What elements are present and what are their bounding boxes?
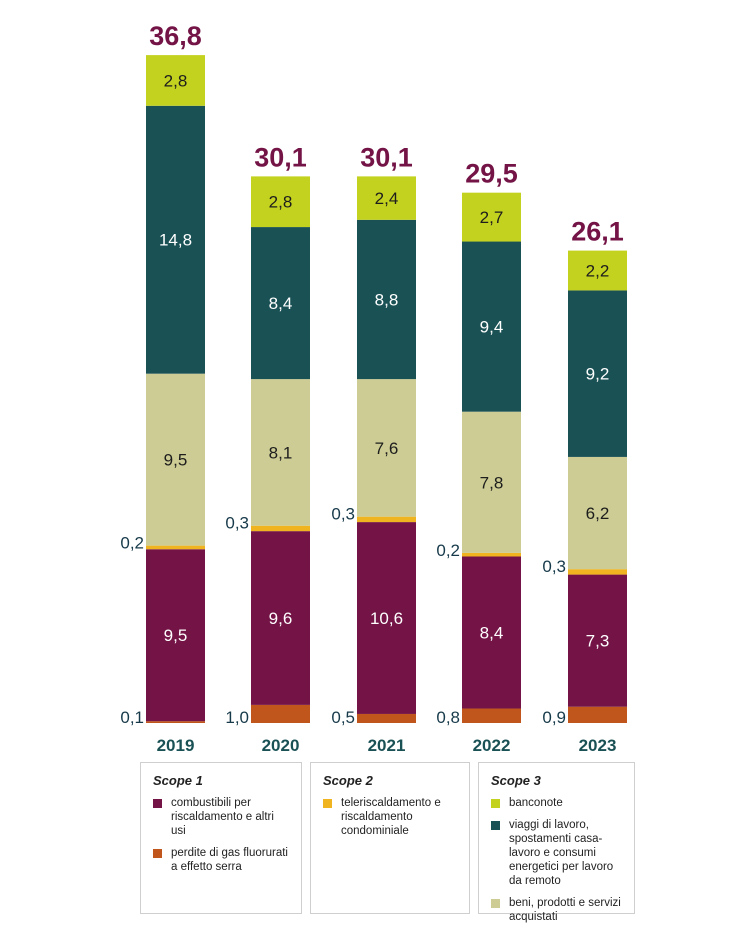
segment-label: 0,2 — [120, 534, 144, 553]
bar-segment — [568, 290, 627, 457]
bar-segment — [146, 373, 205, 546]
legend-item: perdite di gas fluorurati a effetto serr… — [153, 846, 291, 874]
bar-segment — [251, 525, 310, 532]
bar-segment — [462, 552, 521, 557]
legend-label: beni, prodotti e servizi acquistati — [509, 897, 621, 923]
bar-segment — [357, 516, 416, 523]
bar-total-label: 30,1 — [360, 142, 413, 172]
segment-label: 0,3 — [331, 505, 355, 524]
bar-segment — [462, 192, 521, 242]
bar-segment — [462, 241, 521, 412]
segment-label: 2,8 — [164, 71, 188, 90]
legend-item: viaggi di lavoro, spostamenti casa-lavor… — [491, 818, 624, 888]
legend-label: teleriscaldamento e riscaldamento condom… — [341, 797, 441, 837]
bar-total-label: 30,1 — [254, 142, 307, 172]
segment-label: 0,2 — [436, 541, 460, 560]
x-tick-label: 2023 — [579, 736, 617, 755]
segment-label: 14,8 — [159, 231, 192, 250]
x-tick-label: 2019 — [157, 736, 195, 755]
segment-label: 0,5 — [331, 708, 355, 727]
segment-label: 0,1 — [120, 708, 144, 727]
bar-segment — [251, 704, 310, 723]
segment-label: 0,9 — [542, 708, 566, 727]
bar-segment — [251, 379, 310, 526]
segment-label: 0,3 — [225, 514, 249, 533]
bar-segment — [146, 721, 205, 723]
legend-swatch — [153, 849, 162, 858]
bar-segment — [146, 545, 205, 550]
bar-segment — [251, 176, 310, 228]
x-tick-label: 2021 — [368, 736, 406, 755]
bar-segment — [146, 55, 205, 106]
legend-swatch — [491, 899, 500, 908]
segment-label: 8,4 — [480, 624, 504, 643]
segment-label: 2,7 — [480, 208, 504, 227]
segment-label: 9,6 — [269, 609, 293, 628]
segment-label: 9,5 — [164, 626, 188, 645]
legend-label: viaggi di lavoro, spostamenti casa-lavor… — [509, 819, 614, 887]
segment-label: 0,8 — [436, 708, 460, 727]
bar-segment — [357, 176, 416, 220]
segment-label: 6,2 — [586, 504, 610, 523]
segment-label: 8,4 — [269, 294, 293, 313]
bar-segment — [251, 227, 310, 380]
legend-title-scope-2: Scope 2 — [323, 773, 373, 788]
bar-segment — [462, 556, 521, 709]
legend-item: teleriscaldamento e riscaldamento condom… — [323, 796, 459, 838]
bar-segment — [568, 456, 627, 570]
bar-segment — [146, 549, 205, 722]
bar-segment — [568, 574, 627, 707]
legend-label: perdite di gas fluorurati a effetto serr… — [171, 847, 288, 873]
legend-item: combustibili per riscaldamento e altri u… — [153, 796, 291, 838]
bar-segment — [462, 411, 521, 553]
bar-segment — [251, 531, 310, 705]
legend-scope-3: Scope 3 banconote viaggi di lavoro, spos… — [478, 762, 635, 923]
legend-item: beni, prodotti e servizi acquistati — [491, 896, 624, 924]
x-tick-label: 2020 — [262, 736, 300, 755]
bar-segment — [357, 713, 416, 723]
bar-total-label: 26,1 — [571, 217, 624, 247]
bar-total-label: 29,5 — [465, 159, 518, 189]
legend-scope-1: Scope 1 combustibili per riscaldamento e… — [140, 762, 302, 914]
stacked-bar-chart: 0,1 9,5 0,2 9,5 14,8 2,8 36,8 2019 1,0 9,6 0,3 8,1 8… — [120, 21, 627, 755]
segment-label: 0,3 — [542, 557, 566, 576]
bar-segment — [568, 250, 627, 291]
legend-item: banconote — [491, 796, 624, 810]
legend-label: banconote — [509, 797, 563, 809]
segment-label: 8,1 — [269, 443, 293, 462]
bar-segment — [568, 569, 627, 575]
segment-label: 8,8 — [375, 290, 399, 309]
legend-swatch — [491, 821, 500, 830]
segment-label: 9,5 — [164, 451, 188, 470]
bar-total-label: 36,8 — [149, 21, 202, 51]
bar-segment — [357, 219, 416, 380]
legend-swatch — [323, 799, 332, 808]
bar-segment — [462, 708, 521, 723]
segment-label: 7,8 — [480, 473, 504, 492]
segment-label: 7,3 — [586, 632, 610, 651]
legend-swatch — [153, 799, 162, 808]
bar-segment — [568, 706, 627, 723]
legend-title-scope-1: Scope 1 — [153, 773, 203, 788]
legend-swatch — [491, 799, 500, 808]
legend-scope-2: Scope 2 teleriscaldamento e riscaldament… — [310, 762, 470, 914]
segment-label: 9,4 — [480, 318, 504, 337]
legend-label: combustibili per riscaldamento e altri u… — [171, 797, 274, 837]
x-tick-label: 2022 — [473, 736, 511, 755]
segment-label: 9,2 — [586, 365, 610, 384]
segment-label: 2,4 — [375, 189, 399, 208]
segment-label: 7,6 — [375, 439, 399, 458]
segment-label: 10,6 — [370, 609, 403, 628]
legend-title-scope-3: Scope 3 — [491, 773, 541, 788]
bar-segment — [357, 522, 416, 714]
segment-label: 2,8 — [269, 193, 293, 212]
segment-label: 2,2 — [586, 262, 610, 281]
segment-label: 1,0 — [225, 708, 249, 727]
bar-segment — [146, 105, 205, 374]
bar-segment — [357, 379, 416, 517]
